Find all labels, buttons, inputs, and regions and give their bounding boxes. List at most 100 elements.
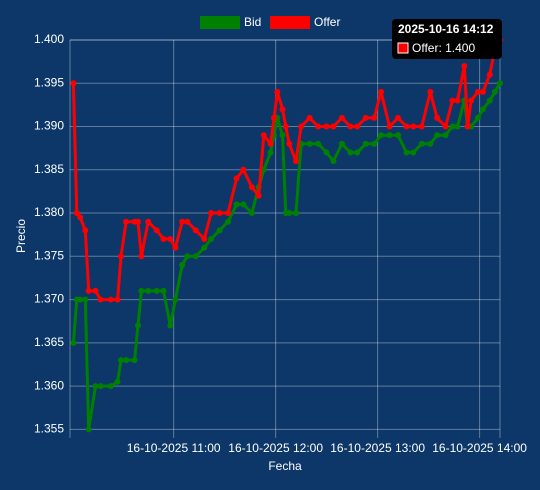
data-point (338, 114, 345, 121)
data-point (179, 218, 186, 225)
data-point (73, 210, 80, 217)
data-point (371, 140, 378, 147)
data-point (378, 88, 385, 95)
legend: Bid Offer (200, 15, 340, 29)
data-point (201, 236, 208, 242)
data-point (442, 132, 449, 139)
x-tick-label: 16-10-2025 12:00 (228, 441, 323, 455)
data-point (160, 236, 167, 242)
data-point (403, 123, 410, 130)
x-axis-label: Fecha (268, 459, 302, 473)
data-point (85, 287, 92, 294)
data-point (274, 88, 281, 95)
data-point (208, 210, 215, 217)
data-point (486, 71, 493, 78)
data-point (427, 88, 434, 95)
data-point (362, 114, 369, 121)
x-tick-label: 16-10-2025 13:00 (330, 441, 425, 455)
data-point (491, 88, 498, 95)
data-point (167, 322, 174, 329)
data-point (464, 123, 471, 130)
data-point (117, 253, 124, 260)
y-tick-label: 1.400 (34, 32, 64, 46)
data-point (354, 149, 361, 156)
y-tick-label: 1.375 (34, 248, 64, 262)
data-point (172, 296, 179, 303)
data-point (184, 218, 191, 225)
tooltip-box (392, 19, 502, 59)
data-point (279, 132, 286, 139)
data-point (192, 227, 199, 234)
y-tick-label: 1.380 (34, 205, 64, 219)
data-point (233, 175, 240, 182)
y-tick-label: 1.355 (34, 422, 64, 436)
data-point (282, 123, 289, 130)
data-point (153, 287, 160, 294)
x-tick-label: 16-10-2025 11:00 (127, 441, 221, 455)
legend-swatch (200, 16, 240, 29)
data-point (434, 132, 441, 139)
data-point (323, 149, 330, 156)
data-point (378, 132, 385, 139)
y-tick-label: 1.385 (34, 162, 64, 176)
data-point (323, 123, 330, 130)
data-point (233, 201, 240, 208)
tooltip-title: 2025-10-16 14:12 (398, 22, 494, 36)
tooltip-label: Offer: 1.400 (412, 41, 475, 55)
y-tick-label: 1.390 (34, 119, 64, 133)
data-point (330, 158, 337, 165)
legend-label: Bid (244, 15, 261, 29)
legend-swatch (270, 16, 310, 29)
data-point (306, 114, 313, 121)
data-point (347, 149, 354, 156)
data-point (225, 218, 232, 225)
data-point (293, 158, 300, 165)
data-point (82, 227, 89, 234)
data-point (286, 210, 293, 217)
data-point (255, 192, 262, 199)
data-point (184, 253, 191, 260)
data-point (123, 357, 130, 364)
data-point (371, 114, 378, 121)
data-point (82, 296, 89, 303)
data-point (77, 214, 84, 221)
data-point (208, 236, 215, 242)
data-point (97, 383, 104, 390)
tooltip: 2025-10-16 14:12 Offer: 1.400 (392, 19, 502, 59)
data-point (315, 140, 322, 147)
data-point (497, 80, 503, 87)
data-point (131, 357, 138, 364)
data-point (480, 106, 487, 113)
data-point (77, 296, 84, 303)
data-point (449, 97, 456, 104)
data-point (298, 123, 305, 130)
data-point (434, 114, 441, 121)
data-point (97, 296, 104, 303)
data-point (454, 123, 461, 130)
data-point (403, 149, 410, 156)
data-point (461, 62, 468, 69)
data-point (240, 201, 247, 208)
data-point (354, 123, 361, 130)
data-point (338, 140, 345, 147)
data-point (410, 149, 417, 156)
data-point (160, 287, 167, 294)
data-point (395, 114, 402, 121)
data-point (134, 218, 141, 225)
y-tick-label: 1.395 (34, 75, 64, 89)
y-tick-label: 1.365 (34, 335, 64, 349)
x-tick-label: 16-10-2025 14:00 (432, 441, 527, 455)
data-point (85, 426, 92, 433)
data-point (306, 140, 313, 147)
data-point (92, 383, 99, 390)
data-point (201, 244, 208, 251)
data-point (134, 322, 141, 329)
data-point (449, 123, 456, 130)
data-point (225, 210, 232, 217)
data-point (474, 88, 481, 95)
data-point (427, 140, 434, 147)
data-point (192, 253, 199, 260)
data-point (260, 132, 267, 139)
